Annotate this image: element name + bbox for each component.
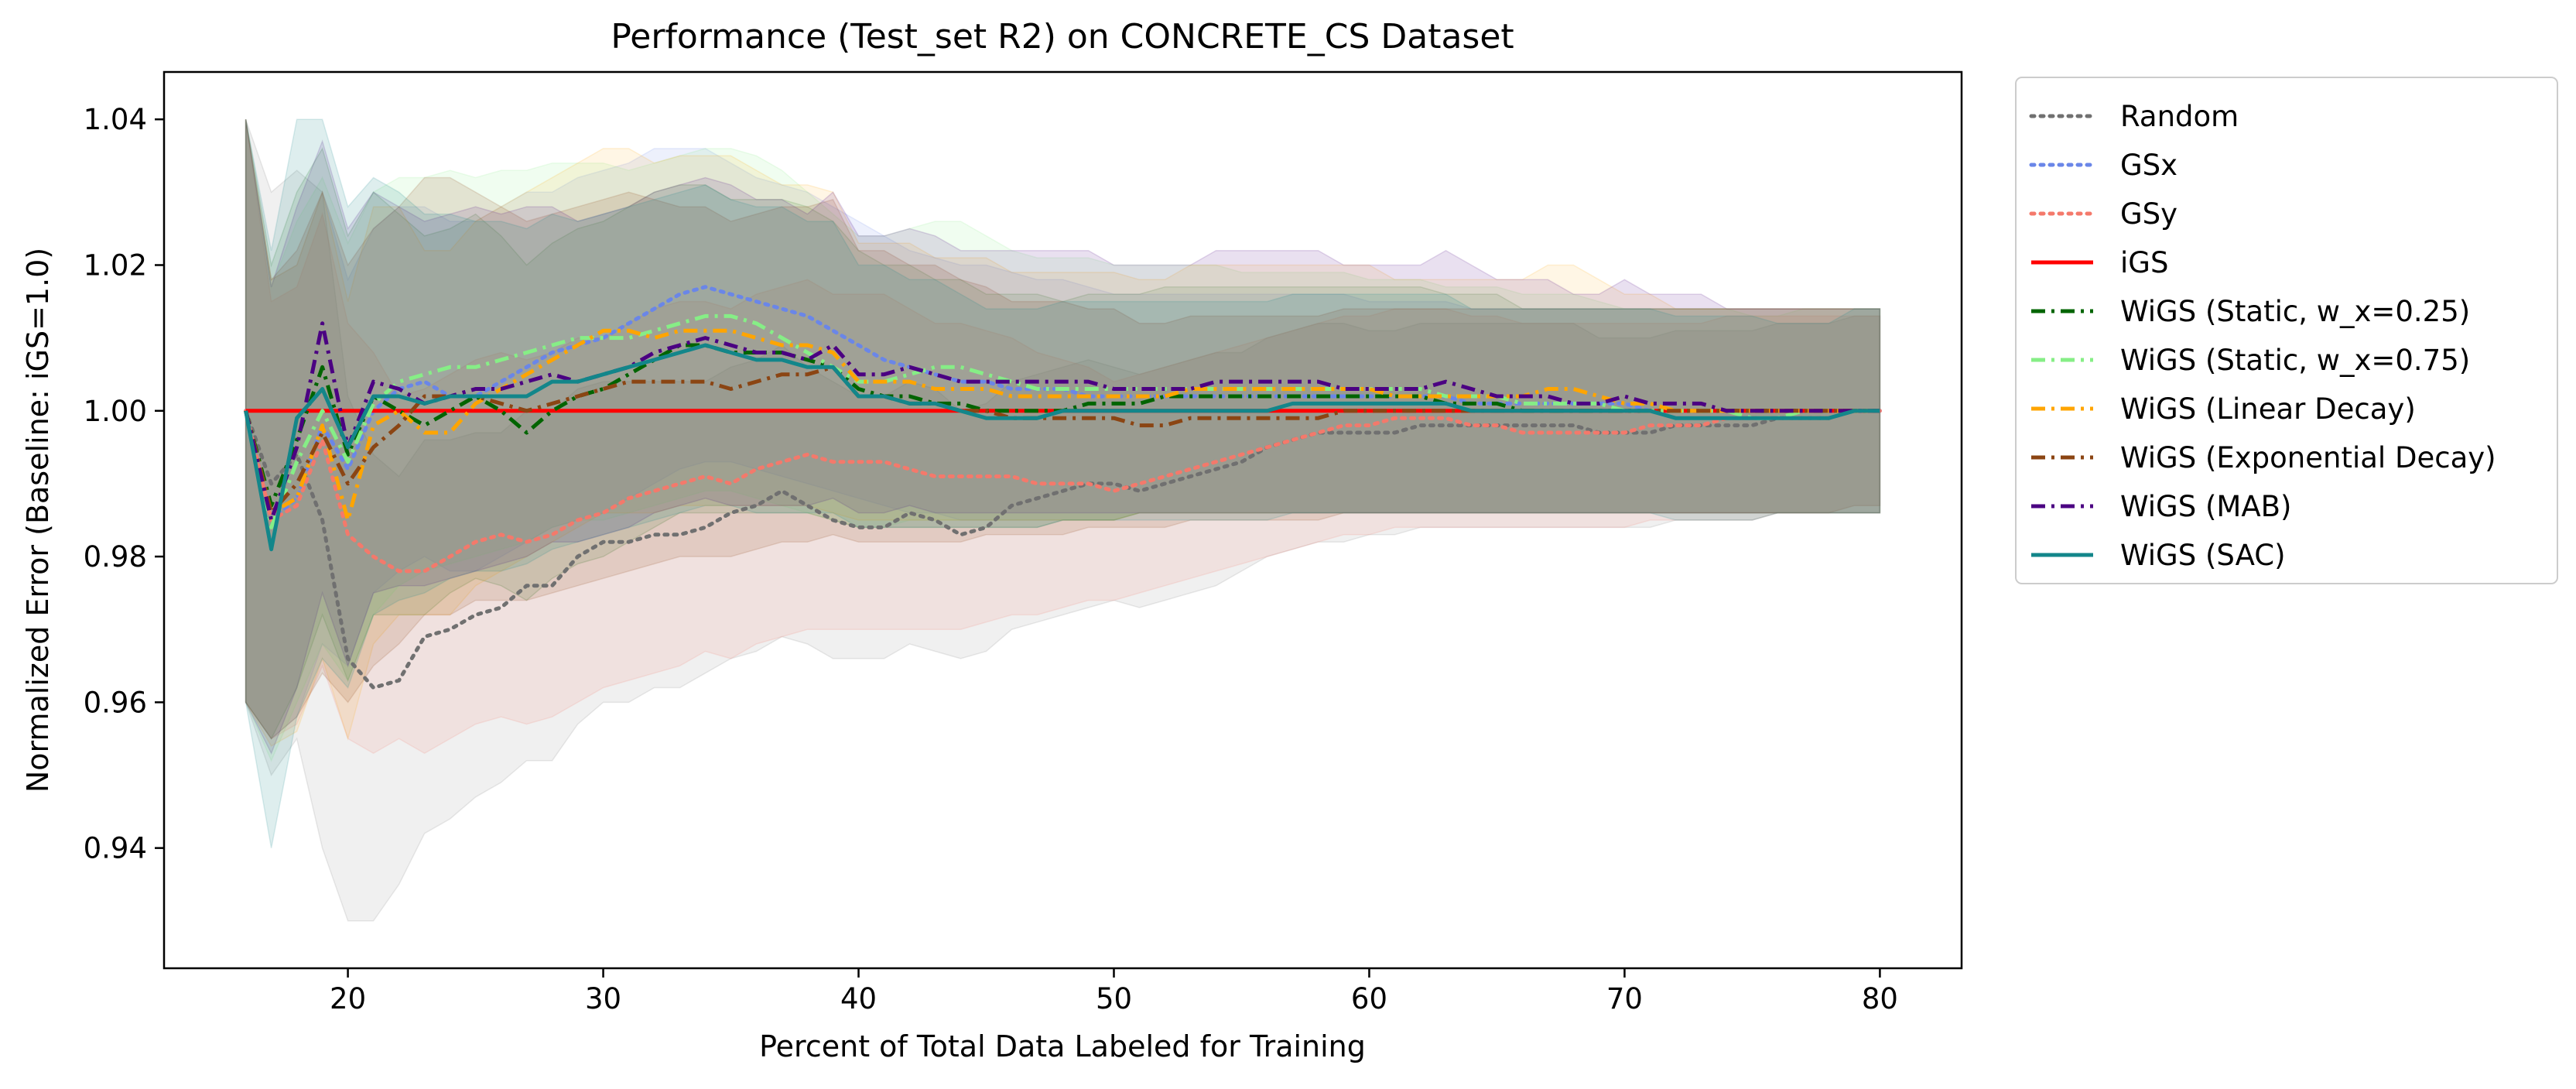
series-line-wigs-static-w-x-0-75: [244, 313, 1880, 529]
series-lines: [244, 285, 1882, 690]
band-wigs-static-w-x-0-75: [245, 119, 1881, 762]
x-axis-label: Percent of Total Data Labeled for Traini…: [759, 1029, 1366, 1063]
x-tick-label: 50: [1096, 982, 1132, 1015]
series-line-wigs-mab: [244, 321, 1880, 522]
x-tick-label: 40: [840, 982, 877, 1015]
y-axis: 0.94 0.96 0.98 1.00 1.02 1.04: [84, 103, 164, 865]
series-line-wigs-exponential-decay: [244, 365, 1880, 515]
legend-label-wigs-sac: WiGS (SAC): [2120, 539, 2286, 572]
series-line-wigs-linear-decay: [244, 328, 1880, 522]
series-line-gsy: [244, 409, 1882, 574]
y-tick-label: 1.02: [84, 248, 147, 282]
y-tick-label: 0.98: [84, 540, 147, 574]
x-tick-label: 20: [330, 982, 366, 1015]
x-tick-label: 60: [1351, 982, 1387, 1015]
band-wigs-mab: [245, 119, 1881, 755]
x-axis: 20 30 40 50 60 70 80: [330, 968, 1898, 1015]
band-gsy: [245, 119, 1881, 755]
band-wigs-static-w-x-0-25: [245, 119, 1881, 740]
band-wigs-exponential-decay: [245, 119, 1881, 740]
chart-title: Performance (Test_set R2) on CONCRETE_CS…: [611, 17, 1514, 57]
band-random: [245, 118, 1881, 922]
band-wigs-linear-decay: [245, 119, 1881, 747]
y-tick-label: 1.04: [84, 103, 147, 136]
plot-area-frame: [162, 70, 1963, 970]
legend-label-gsy: GSy: [2120, 197, 2177, 231]
x-tick-label: 80: [1862, 982, 1898, 1015]
legend-label-wigs-linear-decay: WiGS (Linear Decay): [2120, 392, 2416, 426]
legend-label-wigs-static-w-x-0-25: WiGS (Static, w_x=0.25): [2120, 295, 2470, 328]
legend-label-wigs-exponential-decay: WiGS (Exponential Decay): [2120, 441, 2496, 474]
x-tick-label: 70: [1606, 982, 1643, 1015]
legend-label-gsx: GSx: [2120, 149, 2177, 182]
legend-label-random: Random: [2120, 100, 2239, 133]
confidence-bands: [245, 118, 1881, 922]
legend: Random GSx GSy iGS WiGS (Static, w_x=0.25) Wi…: [2015, 77, 2558, 584]
y-tick-label: 0.94: [84, 832, 147, 865]
legend-label-wigs-static-w-x-0-75: WiGS (Static, w_x=0.75): [2120, 344, 2470, 377]
legend-label-wigs-mab: WiGS (MAB): [2120, 490, 2291, 523]
x-tick-label: 30: [585, 982, 621, 1015]
y-tick-label: 0.96: [84, 686, 147, 719]
y-tick-label: 1.00: [84, 395, 147, 428]
legend-label-igs: iGS: [2120, 246, 2168, 279]
y-axis-label: Normalized Error (Baseline: iGS=1.0): [21, 248, 55, 793]
series-line-wigs-sac: [244, 343, 1880, 552]
legend-frame: [2015, 77, 2558, 584]
band-gsx: [245, 119, 1881, 740]
